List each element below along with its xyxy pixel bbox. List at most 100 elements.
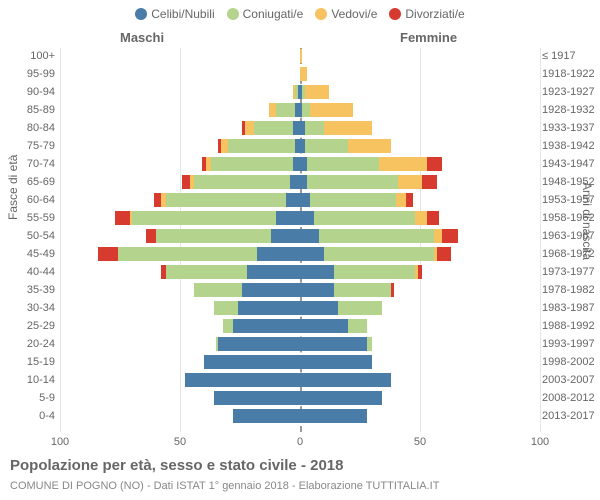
- bar-segment-m-coniugati: [228, 139, 295, 153]
- bar-segment-f-divorziati: [406, 193, 413, 207]
- bar-segment-m-divorziati: [218, 139, 220, 153]
- age-label: 60-64: [0, 194, 55, 206]
- age-label: 75-79: [0, 140, 55, 152]
- bar-segment-f-divorziati: [442, 229, 459, 243]
- age-label: 45-49: [0, 248, 55, 260]
- bar-segment-f-celibi: [300, 391, 382, 405]
- x-tick-label: 100: [531, 436, 549, 448]
- bar-segment-m-divorziati: [202, 157, 207, 171]
- bar-segment-m-celibi: [293, 121, 300, 135]
- bar-segment-m-coniugati: [118, 247, 257, 261]
- bar-segment-f-coniugati: [334, 283, 392, 297]
- bar-segment-f-vedovi: [324, 121, 372, 135]
- age-label: 50-54: [0, 230, 55, 242]
- bar-segment-f-celibi: [300, 265, 334, 279]
- bar-segment-m-celibi: [247, 265, 300, 279]
- population-pyramid-chart: Celibi/NubiliConiugati/eVedovi/eDivorzia…: [0, 0, 600, 500]
- age-label: 25-29: [0, 320, 55, 332]
- bar-segment-m-celibi: [276, 211, 300, 225]
- bar-segment-m-vedovi: [269, 103, 276, 117]
- legend-item-coniugati: Coniugati/e: [227, 6, 304, 21]
- age-label: 10-14: [0, 374, 55, 386]
- birth-year-label: 1948-1952: [542, 176, 600, 188]
- chart-title: Popolazione per età, sesso e stato civil…: [10, 457, 343, 474]
- bar-segment-f-vedovi: [300, 67, 307, 81]
- bar-segment-m-celibi: [233, 319, 300, 333]
- bar-segment-m-coniugati: [156, 229, 271, 243]
- bar-segment-f-divorziati: [437, 247, 451, 261]
- birth-year-label: 2003-2007: [542, 374, 600, 386]
- bar-segment-m-celibi: [204, 355, 300, 369]
- bar-segment-m-divorziati: [146, 229, 156, 243]
- legend-label: Celibi/Nubili: [151, 7, 214, 21]
- pyramid-row: [60, 228, 540, 244]
- pyramid-row: [60, 318, 540, 334]
- bar-segment-m-divorziati: [98, 247, 117, 261]
- bar-segment-f-celibi: [300, 355, 372, 369]
- bar-segment-f-vedovi: [305, 85, 329, 99]
- age-label: 65-69: [0, 176, 55, 188]
- age-label: 80-84: [0, 122, 55, 134]
- chart-subtitle: COMUNE DI POGNO (NO) - Dati ISTAT 1° gen…: [10, 480, 439, 492]
- bar-segment-f-vedovi: [379, 157, 427, 171]
- bar-segment-m-coniugati: [254, 121, 292, 135]
- bar-segment-m-coniugati: [211, 157, 293, 171]
- bar-segment-m-vedovi: [221, 139, 228, 153]
- bar-segment-m-coniugati: [194, 175, 290, 189]
- legend-item-celibi: Celibi/Nubili: [135, 6, 214, 21]
- bar-segment-f-divorziati: [391, 283, 393, 297]
- bar-segment-f-coniugati: [314, 211, 415, 225]
- birth-year-label: 1968-1972: [542, 248, 600, 260]
- bar-segment-f-coniugati: [324, 247, 434, 261]
- legend-swatch: [135, 8, 147, 20]
- grid-line: [540, 48, 541, 432]
- birth-year-label: 1953-1957: [542, 194, 600, 206]
- bar-segment-f-celibi: [300, 301, 338, 315]
- bar-segment-m-celibi: [218, 337, 300, 351]
- x-tick-label: 100: [51, 436, 69, 448]
- birth-year-label: 1928-1932: [542, 104, 600, 116]
- bar-segment-m-celibi: [290, 175, 300, 189]
- bar-segment-m-celibi: [257, 247, 300, 261]
- legend-swatch: [315, 8, 327, 20]
- bar-segment-m-celibi: [238, 301, 300, 315]
- pyramid-row: [60, 84, 540, 100]
- legend-label: Coniugati/e: [243, 7, 304, 21]
- bar-segment-m-coniugati: [276, 103, 295, 117]
- pyramid-row: [60, 390, 540, 406]
- bar-segment-f-vedovi: [398, 175, 422, 189]
- pyramid-row: [60, 156, 540, 172]
- birth-year-label: 1988-1992: [542, 320, 600, 332]
- bar-segment-m-vedovi: [190, 175, 195, 189]
- x-tick-label: 0: [297, 436, 303, 448]
- pyramid-row: [60, 174, 540, 190]
- pyramid-row: [60, 264, 540, 280]
- pyramid-row: [60, 336, 540, 352]
- bar-segment-m-coniugati: [166, 193, 286, 207]
- pyramid-row: [60, 300, 540, 316]
- birth-year-label: 1998-2002: [542, 356, 600, 368]
- pyramid-row: [60, 354, 540, 370]
- legend-item-divorziati: Divorziati/e: [389, 6, 464, 21]
- bar-segment-f-celibi: [300, 409, 367, 423]
- pyramid-row: [60, 282, 540, 298]
- age-label: 5-9: [0, 392, 55, 404]
- bar-segment-m-coniugati: [223, 319, 233, 333]
- birth-year-label: 1993-1997: [542, 338, 600, 350]
- bar-segment-m-celibi: [271, 229, 300, 243]
- bar-segment-m-celibi: [185, 373, 300, 387]
- bar-segment-m-coniugati: [295, 85, 297, 99]
- pyramid-row: [60, 138, 540, 154]
- bar-segment-m-vedovi: [206, 157, 211, 171]
- bar-segment-f-vedovi: [415, 211, 427, 225]
- pyramid-row: [60, 372, 540, 388]
- bar-segment-f-celibi: [300, 229, 319, 243]
- x-tick-label: 50: [174, 436, 186, 448]
- bar-segment-f-celibi: [300, 283, 334, 297]
- bar-segment-m-coniugati: [194, 283, 242, 297]
- birth-year-label: 1973-1977: [542, 266, 600, 278]
- bar-segment-f-celibi: [300, 247, 324, 261]
- bar-segment-m-divorziati: [154, 193, 161, 207]
- pyramid-row: [60, 192, 540, 208]
- birth-year-label: 1918-1922: [542, 68, 600, 80]
